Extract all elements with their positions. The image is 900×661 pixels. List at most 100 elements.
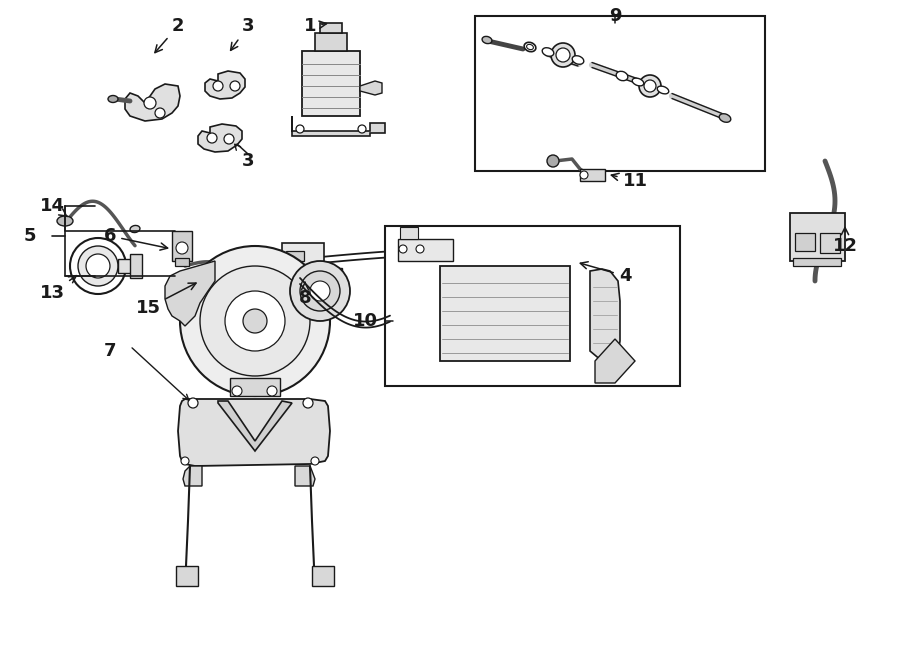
Polygon shape [198,124,242,152]
Text: 3: 3 [242,152,254,170]
Circle shape [86,254,110,278]
Bar [475,16,765,171]
Bar [324,268,342,278]
Bar [302,51,360,116]
Circle shape [264,303,272,311]
Bar [385,226,680,386]
Circle shape [416,245,424,253]
Text: 14: 14 [40,197,68,217]
Circle shape [399,245,407,253]
Bar [820,233,840,253]
Polygon shape [590,269,620,361]
Ellipse shape [259,301,271,309]
Circle shape [556,48,570,62]
Text: 6: 6 [104,227,167,250]
Circle shape [144,97,156,109]
Circle shape [310,281,330,301]
Polygon shape [218,401,292,451]
Polygon shape [595,339,635,383]
Text: 3: 3 [230,17,254,50]
Circle shape [180,246,330,396]
Text: 5: 5 [23,227,36,245]
Wedge shape [255,277,323,321]
Ellipse shape [556,258,568,266]
Circle shape [296,125,304,133]
Polygon shape [292,116,385,136]
Circle shape [225,291,285,351]
Text: 4: 4 [580,262,631,285]
Polygon shape [125,84,180,121]
Text: 11: 11 [611,172,647,190]
Wedge shape [255,321,302,388]
Text: 15: 15 [136,283,196,317]
Text: 9: 9 [608,7,621,25]
Ellipse shape [57,216,73,226]
Circle shape [207,133,217,143]
Circle shape [188,398,198,408]
Polygon shape [183,466,202,486]
Text: 8: 8 [299,282,311,307]
Ellipse shape [526,44,534,50]
Circle shape [155,108,165,118]
Polygon shape [165,261,215,326]
Wedge shape [255,250,286,321]
Text: 1: 1 [304,17,327,35]
Ellipse shape [657,86,669,94]
Ellipse shape [719,114,731,122]
Polygon shape [178,399,330,466]
Circle shape [290,261,350,321]
Bar [118,259,138,273]
Circle shape [639,75,661,97]
Ellipse shape [551,255,573,269]
Bar [286,264,304,276]
Bar [172,231,192,261]
Polygon shape [205,71,245,99]
Circle shape [181,457,189,465]
Bar [315,33,347,51]
Ellipse shape [632,78,644,86]
Bar [320,23,342,33]
Circle shape [644,80,656,92]
Circle shape [311,457,319,465]
Wedge shape [255,321,277,393]
Bar [130,254,142,278]
Wedge shape [255,321,319,373]
Wedge shape [255,301,327,323]
Ellipse shape [130,225,140,233]
Circle shape [232,386,242,396]
Circle shape [243,309,267,333]
Polygon shape [360,81,382,95]
Circle shape [580,171,588,179]
Text: 7: 7 [104,342,116,360]
Bar [312,566,334,586]
Text: 10: 10 [353,312,377,330]
Circle shape [303,398,313,408]
Text: 2: 2 [155,17,184,53]
Bar [580,169,605,181]
Circle shape [267,386,277,396]
Bar [286,251,304,261]
Ellipse shape [616,71,628,81]
Ellipse shape [108,95,118,102]
Circle shape [78,246,118,286]
Bar [230,378,280,396]
Bar [176,566,198,586]
Bar [282,243,324,281]
Text: 13: 13 [40,276,76,302]
Bar [398,239,453,261]
Wedge shape [255,321,327,350]
Circle shape [358,125,366,133]
Circle shape [551,43,575,67]
Ellipse shape [572,56,584,64]
Circle shape [230,81,240,91]
Circle shape [213,81,223,91]
Wedge shape [255,258,309,321]
Circle shape [224,134,234,144]
Bar [286,280,320,286]
Ellipse shape [482,36,492,44]
Polygon shape [295,466,315,486]
Bar [400,227,418,239]
Bar [440,266,570,361]
Circle shape [547,155,559,167]
Bar [793,258,841,266]
